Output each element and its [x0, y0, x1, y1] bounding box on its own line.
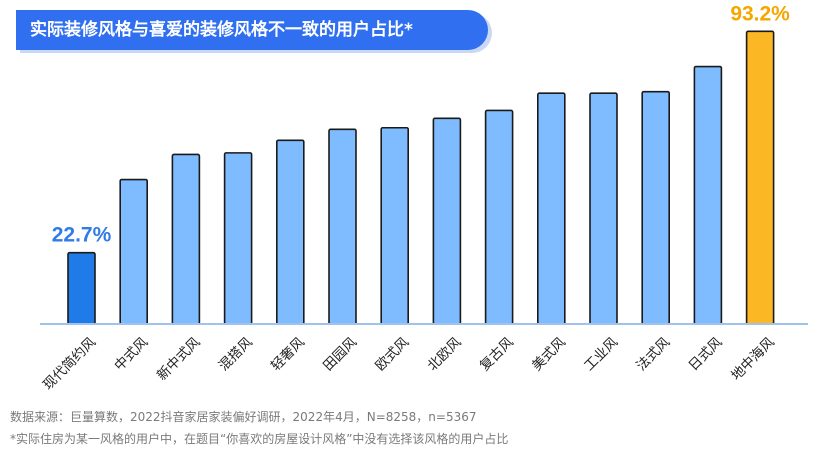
title-banner: 实际装修风格与喜爱的装修风格不一致的用户占比* — [16, 10, 488, 50]
bar-14 — [745, 30, 775, 325]
x-tick-label-10: 美式风 — [529, 334, 569, 374]
bar-5 — [275, 139, 305, 325]
bar-2 — [119, 178, 148, 325]
bar-4 — [223, 152, 253, 325]
x-tick-label-4: 混搭风 — [216, 334, 256, 374]
bar-10 — [536, 92, 566, 325]
bar-12 — [641, 90, 671, 325]
x-tick-label-8: 北欧风 — [425, 334, 465, 374]
bar-11 — [589, 92, 618, 325]
x-tick-label-2: 中式风 — [111, 334, 151, 374]
x-tick-label-6: 田园风 — [320, 334, 360, 374]
chart-title: 实际装修风格与喜爱的装修风格不一致的用户占比* — [30, 20, 413, 40]
bar-6 — [328, 128, 357, 325]
data-source-note: 数据来源：巨量算数，2022抖音家居家装偏好调研，2022年4月，N=8258，… — [10, 410, 477, 424]
bar-3 — [171, 153, 201, 325]
bar-8 — [432, 117, 462, 325]
bar-7 — [380, 126, 410, 325]
x-tick-label-12: 法式风 — [633, 334, 673, 374]
bar-chart: 22.7% 现代简约风 中式风 新中式风 混搭风 轻奢风 田园风 欧式风 北欧风 复古风 美式风 工业… — [39, 2, 808, 393]
x-tick-label-7: 欧式风 — [372, 334, 412, 374]
data-label-14: 93.2% — [730, 2, 790, 25]
x-tick-label-1: 现代简约风 — [39, 333, 99, 393]
footnote: *实际住房为某一风格的用户中，在题目“你喜欢的房屋设计风格”中没有选择该风格的用… — [10, 432, 509, 446]
x-tick-label-5: 轻奢风 — [268, 334, 308, 374]
bar-1 — [67, 251, 96, 325]
bar-13 — [693, 65, 723, 325]
bar-9 — [484, 109, 514, 325]
x-tick-label-9: 复古风 — [476, 333, 517, 374]
x-tick-label-11: 工业风 — [581, 334, 621, 374]
data-label-1: 22.7% — [52, 224, 112, 247]
x-tick-label-13: 日式风 — [686, 334, 726, 374]
x-tick-label-3: 新中式风 — [154, 334, 204, 384]
x-tick-label-14: 地中海风 — [728, 334, 778, 384]
